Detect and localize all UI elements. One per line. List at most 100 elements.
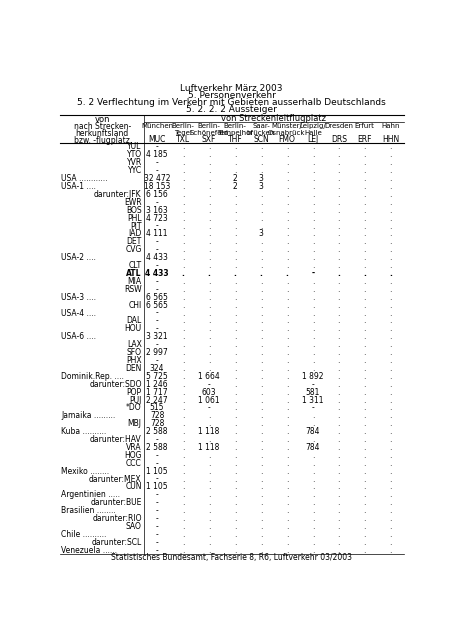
Text: -: - bbox=[311, 380, 313, 388]
Text: .: . bbox=[363, 506, 365, 515]
Text: Luftverkehr März 2003: Luftverkehr März 2003 bbox=[180, 84, 282, 93]
Text: .: . bbox=[259, 443, 262, 452]
Text: THF: THF bbox=[227, 135, 242, 144]
Text: USA-3 ....: USA-3 .... bbox=[61, 292, 96, 301]
Text: PIT: PIT bbox=[130, 221, 142, 230]
Text: -: - bbox=[155, 143, 158, 152]
Text: .: . bbox=[181, 269, 184, 278]
Text: .: . bbox=[259, 435, 262, 444]
Text: 1 717: 1 717 bbox=[146, 388, 167, 397]
Text: .: . bbox=[233, 198, 235, 207]
Text: .: . bbox=[311, 190, 313, 199]
Text: 3 321: 3 321 bbox=[146, 332, 167, 341]
Text: .: . bbox=[181, 506, 184, 515]
Text: .: . bbox=[363, 419, 365, 428]
Text: .: . bbox=[389, 506, 391, 515]
Text: 784: 784 bbox=[305, 427, 319, 436]
Text: -: - bbox=[155, 522, 158, 531]
Text: -: - bbox=[155, 316, 158, 325]
Text: .: . bbox=[363, 364, 365, 373]
Text: .: . bbox=[337, 221, 339, 230]
Text: .: . bbox=[259, 198, 262, 207]
Text: .: . bbox=[389, 143, 391, 152]
Text: .: . bbox=[363, 285, 365, 294]
Text: .: . bbox=[181, 403, 184, 412]
Text: .: . bbox=[259, 419, 262, 428]
Text: .: . bbox=[259, 490, 262, 499]
Text: .: . bbox=[389, 316, 391, 325]
Text: .: . bbox=[311, 221, 313, 230]
Text: .: . bbox=[311, 514, 313, 523]
Text: .: . bbox=[181, 467, 184, 476]
Text: -: - bbox=[155, 499, 158, 508]
Text: .: . bbox=[233, 388, 235, 397]
Text: .: . bbox=[259, 546, 262, 555]
Text: .: . bbox=[259, 158, 262, 167]
Text: 1 892: 1 892 bbox=[301, 372, 323, 381]
Text: .: . bbox=[207, 475, 210, 484]
Text: .: . bbox=[181, 245, 184, 254]
Text: .: . bbox=[389, 301, 391, 310]
Text: .: . bbox=[363, 174, 365, 183]
Text: .: . bbox=[233, 372, 235, 381]
Text: .: . bbox=[311, 316, 313, 325]
Text: -: - bbox=[155, 158, 158, 167]
Text: .: . bbox=[207, 285, 210, 294]
Text: MUC: MUC bbox=[148, 135, 166, 144]
Text: .: . bbox=[259, 150, 262, 159]
Text: .: . bbox=[233, 483, 235, 492]
Text: .: . bbox=[337, 514, 339, 523]
Text: .: . bbox=[207, 253, 210, 262]
Text: .: . bbox=[285, 324, 287, 333]
Text: .: . bbox=[363, 467, 365, 476]
Text: .: . bbox=[207, 182, 210, 191]
Text: .: . bbox=[259, 253, 262, 262]
Text: Mexiko ........: Mexiko ........ bbox=[61, 467, 109, 476]
Text: .: . bbox=[363, 332, 365, 341]
Text: .: . bbox=[181, 396, 184, 404]
Text: .: . bbox=[337, 396, 339, 404]
Text: .: . bbox=[389, 285, 391, 294]
Text: .: . bbox=[311, 364, 313, 373]
Text: darunter:RIO: darunter:RIO bbox=[92, 514, 142, 523]
Text: .: . bbox=[233, 324, 235, 333]
Text: .: . bbox=[363, 308, 365, 317]
Text: .: . bbox=[389, 174, 391, 183]
Text: .: . bbox=[181, 205, 184, 215]
Text: .: . bbox=[337, 364, 339, 373]
Text: Kuba ..........: Kuba .......... bbox=[61, 427, 106, 436]
Text: .: . bbox=[389, 475, 391, 484]
Text: .: . bbox=[285, 490, 287, 499]
Text: 6 156: 6 156 bbox=[146, 190, 168, 199]
Text: .: . bbox=[337, 483, 339, 492]
Text: 581: 581 bbox=[305, 388, 319, 397]
Text: .: . bbox=[363, 269, 365, 278]
Text: .: . bbox=[337, 467, 339, 476]
Text: .: . bbox=[389, 332, 391, 341]
Text: .: . bbox=[389, 490, 391, 499]
Text: -: - bbox=[155, 221, 158, 230]
Text: -: - bbox=[155, 324, 158, 333]
Text: MBJ: MBJ bbox=[128, 419, 142, 428]
Text: 32 472: 32 472 bbox=[143, 174, 170, 183]
Text: .: . bbox=[337, 522, 339, 531]
Text: DET: DET bbox=[126, 237, 142, 246]
Text: RSW: RSW bbox=[124, 285, 142, 294]
Text: .: . bbox=[363, 182, 365, 191]
Text: CUN: CUN bbox=[125, 483, 142, 492]
Text: .: . bbox=[389, 340, 391, 349]
Text: .: . bbox=[311, 483, 313, 492]
Text: darunter:SCL: darunter:SCL bbox=[91, 538, 142, 547]
Text: .: . bbox=[207, 364, 210, 373]
Text: .: . bbox=[285, 475, 287, 484]
Text: HOU: HOU bbox=[124, 324, 142, 333]
Text: .: . bbox=[259, 506, 262, 515]
Text: .: . bbox=[389, 530, 391, 539]
Text: .: . bbox=[233, 530, 235, 539]
Text: -: - bbox=[155, 546, 158, 555]
Text: .: . bbox=[389, 182, 391, 191]
Text: .: . bbox=[389, 514, 391, 523]
Text: .: . bbox=[181, 214, 184, 223]
Text: .: . bbox=[181, 143, 184, 152]
Text: .: . bbox=[259, 301, 262, 310]
